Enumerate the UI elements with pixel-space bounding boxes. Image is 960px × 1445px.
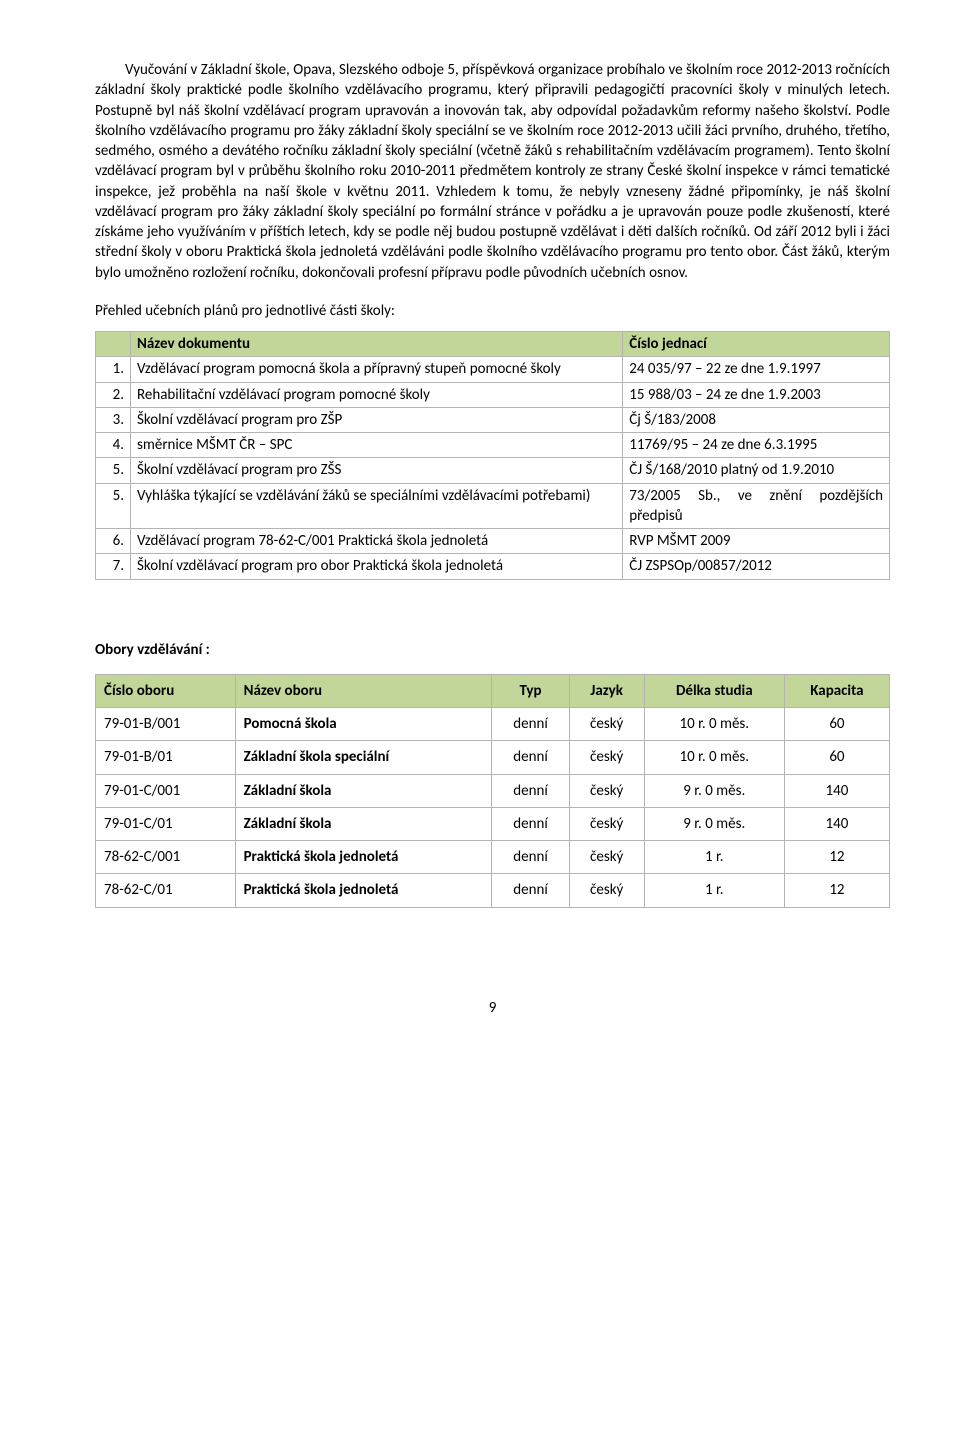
cell: Čj Š/183/2008 <box>623 407 890 432</box>
cell: český <box>569 874 644 907</box>
cell: 79-01-B/01 <box>96 741 236 774</box>
table-row: 6. Vzdělávací program 78-62-C/001 Prakti… <box>96 529 890 554</box>
cell: 78-62-C/001 <box>96 841 236 874</box>
cell: 12 <box>784 874 889 907</box>
cell: denní <box>492 874 569 907</box>
cell: RVP MŠMT 2009 <box>623 529 890 554</box>
cell: Základní škola <box>235 807 492 840</box>
table-row: 4. směrnice MŠMT ČR – SPC 11769/95 – 24 … <box>96 433 890 458</box>
cell: 140 <box>784 807 889 840</box>
table-row: 79-01-B/01 Základní škola speciální denn… <box>96 741 890 774</box>
section-fields-title: Obory vzdělávání : <box>95 640 890 660</box>
cell: 60 <box>784 708 889 741</box>
table-row: 78-62-C/001 Praktická škola jednoletá de… <box>96 841 890 874</box>
main-paragraph: Vyučování v Základní škole, Opava, Slezs… <box>95 60 890 283</box>
cell: Školní vzdělávací program pro ZŠS <box>131 458 623 483</box>
cell: Praktická škola jednoletá <box>235 874 492 907</box>
t2h3: Jazyk <box>569 674 644 707</box>
table2-header-row: Číslo oboru Název oboru Typ Jazyk Délka … <box>96 674 890 707</box>
cell: Školní vzdělávací program pro ZŠP <box>131 407 623 432</box>
cell: směrnice MŠMT ČR – SPC <box>131 433 623 458</box>
cell: Základní škola speciální <box>235 741 492 774</box>
cell: 11769/95 – 24 ze dne 6.3.1995 <box>623 433 890 458</box>
cell: 1 r. <box>644 841 784 874</box>
cell: Rehabilitační vzdělávací program pomocné… <box>131 382 623 407</box>
cell: 10 r. 0 měs. <box>644 708 784 741</box>
cell: Pomocná škola <box>235 708 492 741</box>
table1-caption: Přehled učebních plánů pro jednotlivé čá… <box>95 301 890 321</box>
cell: Vzdělávací program pomocná škola a přípr… <box>131 357 623 382</box>
cell: 3. <box>96 407 131 432</box>
cell: český <box>569 708 644 741</box>
t2h0: Číslo oboru <box>96 674 236 707</box>
cell: český <box>569 774 644 807</box>
cell: český <box>569 807 644 840</box>
cell: 1. <box>96 357 131 382</box>
t2h4: Délka studia <box>644 674 784 707</box>
t2h1: Název oboru <box>235 674 492 707</box>
cell: 5. <box>96 458 131 483</box>
table-row: 79-01-B/001 Pomocná škola denní český 10… <box>96 708 890 741</box>
t2h5: Kapacita <box>784 674 889 707</box>
table-row: 78-62-C/01 Praktická škola jednoletá den… <box>96 874 890 907</box>
fields-table: Číslo oboru Název oboru Typ Jazyk Délka … <box>95 674 890 908</box>
table1-h0 <box>96 332 131 357</box>
table-row: 7. Školní vzdělávací program pro obor Pr… <box>96 554 890 579</box>
cell: 140 <box>784 774 889 807</box>
cell: Praktická škola jednoletá <box>235 841 492 874</box>
cell: 5. <box>96 483 131 529</box>
cell: 79-01-C/001 <box>96 774 236 807</box>
table-row: 5. Školní vzdělávací program pro ZŠS ČJ … <box>96 458 890 483</box>
curriculum-table: Název dokumentu Číslo jednací 1. Vzděláv… <box>95 331 890 580</box>
cell: český <box>569 741 644 774</box>
table1-h2: Číslo jednací <box>623 332 890 357</box>
table-row: 79-01-C/001 Základní škola denní český 9… <box>96 774 890 807</box>
table-row: 79-01-C/01 Základní škola denní český 9 … <box>96 807 890 840</box>
cell: 9 r. 0 měs. <box>644 807 784 840</box>
cell: Školní vzdělávací program pro obor Prakt… <box>131 554 623 579</box>
table1-h1: Název dokumentu <box>131 332 623 357</box>
cell: denní <box>492 708 569 741</box>
cell: 6. <box>96 529 131 554</box>
cell: 24 035/97 – 22 ze dne 1.9.1997 <box>623 357 890 382</box>
cell: 78-62-C/01 <box>96 874 236 907</box>
cell: denní <box>492 841 569 874</box>
cell: 60 <box>784 741 889 774</box>
cell: 79-01-B/001 <box>96 708 236 741</box>
cell: Vzdělávací program 78-62-C/001 Praktická… <box>131 529 623 554</box>
cell: Vyhláška týkající se vzdělávání žáků se … <box>131 483 623 529</box>
cell: Základní škola <box>235 774 492 807</box>
page-number: 9 <box>95 998 890 1018</box>
cell: 4. <box>96 433 131 458</box>
table1-header-row: Název dokumentu Číslo jednací <box>96 332 890 357</box>
table-row: 3. Školní vzdělávací program pro ZŠP Čj … <box>96 407 890 432</box>
cell: 2. <box>96 382 131 407</box>
cell: 15 988/03 – 24 ze dne 1.9.2003 <box>623 382 890 407</box>
cell: 73/2005 Sb., ve znění pozdějších předpis… <box>623 483 890 529</box>
cell: 10 r. 0 měs. <box>644 741 784 774</box>
cell: český <box>569 841 644 874</box>
cell: denní <box>492 807 569 840</box>
cell: 79-01-C/01 <box>96 807 236 840</box>
t2h2: Typ <box>492 674 569 707</box>
cell: denní <box>492 774 569 807</box>
table-row: 5. Vyhláška týkající se vzdělávání žáků … <box>96 483 890 529</box>
cell: denní <box>492 741 569 774</box>
cell: 12 <box>784 841 889 874</box>
table-row: 1. Vzdělávací program pomocná škola a př… <box>96 357 890 382</box>
cell: 9 r. 0 měs. <box>644 774 784 807</box>
cell: ČJ Š/168/2010 platný od 1.9.2010 <box>623 458 890 483</box>
cell: ČJ ZSPSOp/00857/2012 <box>623 554 890 579</box>
table-row: 2. Rehabilitační vzdělávací program pomo… <box>96 382 890 407</box>
cell: 7. <box>96 554 131 579</box>
cell: 1 r. <box>644 874 784 907</box>
